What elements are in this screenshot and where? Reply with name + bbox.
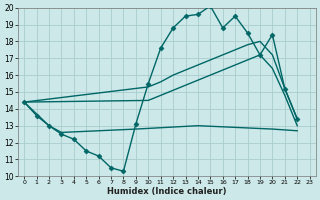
X-axis label: Humidex (Indice chaleur): Humidex (Indice chaleur) [107, 187, 227, 196]
